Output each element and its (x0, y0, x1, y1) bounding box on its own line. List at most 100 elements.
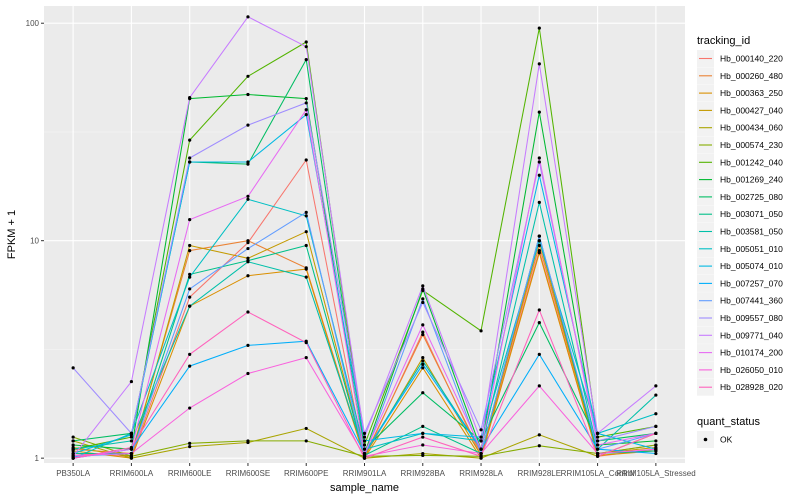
data-point (654, 412, 658, 416)
data-point (654, 393, 658, 397)
data-point (246, 274, 250, 278)
data-point (129, 439, 134, 443)
data-point (188, 364, 192, 368)
data-point (595, 447, 600, 451)
data-point (188, 95, 192, 100)
data-point (654, 447, 658, 451)
data-point (129, 431, 134, 435)
y-axis: 1 10 100 (26, 19, 44, 463)
data-point (479, 454, 483, 458)
data-point (188, 406, 192, 410)
data-point (362, 435, 367, 439)
data-point (304, 439, 308, 443)
data-point (71, 439, 75, 443)
legend: tracking_id Hb_000140_220Hb_000260_480Hb… (697, 35, 783, 448)
data-point (654, 384, 658, 388)
data-point (246, 439, 250, 443)
data-point (246, 239, 250, 243)
data-point (304, 230, 308, 234)
data-point (537, 243, 541, 248)
data-point (304, 426, 308, 431)
legend-items: Hb_000140_220 Hb_000260_480 Hb_000363_250 H… (697, 50, 783, 396)
data-point (537, 156, 541, 160)
data-point (129, 454, 134, 458)
data-point (246, 15, 250, 19)
data-point (304, 210, 308, 214)
legend-label: Hb_003581_050 (720, 227, 783, 237)
legend-label: Hb_028928_020 (720, 382, 783, 392)
data-point (304, 58, 308, 62)
data-point (362, 439, 367, 443)
data-point (304, 113, 308, 117)
data-point (304, 97, 308, 101)
data-point (537, 239, 541, 243)
data-point (71, 447, 75, 451)
legend-label: Hb_005074_010 (720, 261, 783, 271)
data-point (654, 424, 658, 428)
data-point (188, 295, 192, 299)
legend-shape-title: quant_status (697, 416, 760, 428)
legend-label: Hb_009771_040 (720, 330, 783, 340)
data-point (421, 391, 425, 395)
data-point (246, 310, 250, 314)
legend-label: Hb_009557_080 (720, 313, 783, 323)
data-point (304, 275, 308, 279)
data-point (362, 431, 367, 435)
y-tick-label: 10 (30, 237, 39, 246)
data-point (129, 379, 134, 384)
data-point (421, 332, 425, 337)
data-point (421, 431, 425, 435)
data-point (479, 329, 483, 333)
data-point (246, 256, 250, 260)
legend-label: Hb_000427_040 (720, 105, 783, 115)
data-point (71, 443, 75, 447)
data-point (479, 447, 483, 451)
data-point (188, 352, 192, 356)
data-point (304, 214, 308, 218)
legend-label: Hb_007441_360 (720, 296, 783, 306)
data-point (479, 451, 483, 456)
legend-shape-dot (703, 437, 708, 442)
legend-label: Hb_000140_220 (720, 54, 783, 64)
x-tick-label: RRIM600SE (226, 469, 270, 478)
data-point (246, 197, 250, 201)
data-point (188, 249, 192, 253)
data-point (71, 435, 75, 439)
x-tick-label: RRIM105LA_Control (561, 469, 635, 478)
data-point (304, 243, 308, 248)
data-point (421, 366, 425, 370)
legend-label: Hb_000363_250 (720, 88, 783, 98)
x-tick-label: RRIM600LA (110, 469, 154, 478)
y-tick-label: 100 (26, 19, 40, 28)
data-point (421, 355, 425, 360)
data-point (421, 297, 425, 301)
x-tick-label: RRIM105LA_Stressed (616, 469, 696, 478)
data-point (362, 447, 367, 451)
legend-label: Hb_001269_240 (720, 175, 783, 185)
x-axis-title: sample_name (330, 482, 399, 494)
data-point (654, 451, 658, 456)
data-point (537, 251, 541, 255)
data-point (246, 123, 250, 127)
x-tick-label: RRIM600LE (168, 469, 212, 478)
legend-label: Hb_005051_010 (720, 244, 783, 254)
data-point (304, 108, 308, 112)
data-point (246, 160, 250, 164)
x-tick-label: RRIM600PE (284, 469, 328, 478)
x-tick-label: RRIM901LA (343, 469, 387, 478)
data-point (537, 384, 541, 388)
data-point (537, 173, 541, 177)
data-point (71, 456, 75, 460)
data-point (129, 435, 134, 439)
legend-label: Hb_000434_060 (720, 123, 783, 133)
data-point (595, 435, 600, 439)
data-point (479, 439, 483, 443)
data-point (246, 246, 250, 251)
data-point (188, 138, 192, 142)
data-point (71, 453, 75, 457)
legend-label: Hb_000260_480 (720, 71, 783, 81)
data-point (654, 431, 658, 435)
data-point (304, 40, 308, 44)
data-point (246, 260, 250, 264)
legend-shape-entry: OK (720, 435, 733, 445)
